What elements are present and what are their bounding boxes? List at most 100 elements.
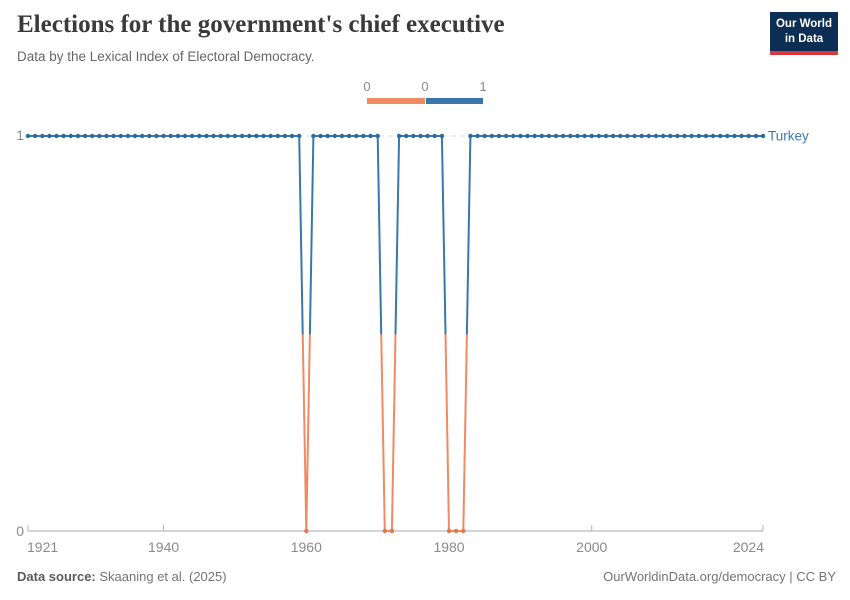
data-point-marker bbox=[753, 133, 759, 139]
data-point-marker bbox=[618, 133, 623, 139]
data-point-marker bbox=[682, 133, 687, 139]
data-point-marker bbox=[147, 133, 152, 139]
data-point-marker bbox=[254, 133, 259, 139]
data-point-marker bbox=[282, 133, 288, 139]
data-point-marker bbox=[553, 133, 559, 139]
y-axis-tick-label: 0 bbox=[16, 523, 24, 539]
data-point-marker bbox=[189, 133, 195, 139]
data-point-marker bbox=[696, 133, 701, 139]
logo-line-2: in Data bbox=[784, 32, 824, 45]
data-point-marker bbox=[297, 133, 302, 139]
data-point-marker bbox=[503, 133, 509, 139]
owid-logo[interactable]: Our World in Data bbox=[770, 12, 838, 55]
data-point-marker bbox=[603, 133, 609, 139]
data-point-marker bbox=[639, 133, 644, 139]
legend-label-max: 1 bbox=[479, 79, 487, 94]
data-point-marker bbox=[175, 133, 181, 139]
footer-license-link[interactable]: OurWorldinData.org/democracy | CC BY bbox=[603, 569, 836, 584]
data-point-marker bbox=[275, 133, 280, 139]
data-point-marker bbox=[675, 133, 680, 139]
data-point-marker bbox=[68, 133, 74, 139]
data-point-marker bbox=[318, 133, 323, 139]
data-point-marker bbox=[197, 133, 202, 139]
data-point-marker bbox=[339, 133, 345, 139]
data-point-marker bbox=[518, 133, 523, 139]
data-point-marker bbox=[325, 133, 330, 139]
data-point-marker bbox=[168, 133, 173, 139]
x-axis-tick-label: 1980 bbox=[433, 539, 464, 555]
data-point-marker bbox=[739, 133, 744, 139]
data-point-marker bbox=[332, 133, 337, 139]
data-point-marker bbox=[632, 133, 637, 139]
data-point-marker bbox=[354, 133, 359, 139]
data-point-marker bbox=[346, 133, 352, 139]
data-point-marker bbox=[482, 133, 487, 139]
data-point-marker bbox=[561, 133, 566, 139]
data-point-marker bbox=[90, 133, 95, 139]
data-point-marker bbox=[660, 133, 666, 139]
data-point-marker bbox=[546, 133, 552, 139]
data-point-marker bbox=[382, 528, 387, 534]
data-point-marker bbox=[40, 133, 45, 139]
data-point-marker bbox=[710, 133, 716, 139]
data-point-marker bbox=[539, 133, 544, 139]
data-point-marker bbox=[61, 133, 66, 139]
data-point-marker bbox=[425, 133, 430, 139]
data-point-marker bbox=[154, 133, 159, 139]
data-point-marker bbox=[760, 133, 766, 139]
x-axis-tick-label: 1921 bbox=[27, 539, 58, 555]
data-point-marker bbox=[225, 133, 230, 139]
legend-label-mid: 0 bbox=[421, 79, 429, 94]
data-point-marker bbox=[82, 133, 88, 139]
data-point-marker bbox=[239, 133, 245, 139]
data-point-marker bbox=[368, 133, 373, 139]
data-point-marker bbox=[725, 133, 730, 139]
data-point-marker bbox=[54, 133, 59, 139]
data-point-marker bbox=[461, 528, 466, 534]
data-point-marker bbox=[468, 133, 473, 139]
data-point-marker bbox=[118, 133, 124, 139]
data-point-marker bbox=[582, 133, 587, 139]
data-source-label: Data source: bbox=[17, 569, 96, 584]
data-point-marker bbox=[418, 133, 423, 139]
data-point-marker bbox=[610, 133, 616, 139]
legend-label-min: 0 bbox=[363, 79, 371, 94]
data-point-marker bbox=[718, 133, 723, 139]
x-axis-tick-label: 2024 bbox=[733, 539, 764, 555]
data-point-marker bbox=[532, 133, 537, 139]
data-point-marker bbox=[182, 133, 188, 139]
data-point-marker bbox=[653, 133, 659, 139]
data-point-marker bbox=[596, 133, 602, 139]
data-point-marker bbox=[311, 133, 316, 139]
data-point-marker bbox=[140, 133, 145, 139]
data-point-marker bbox=[454, 528, 459, 534]
data-point-marker bbox=[589, 133, 594, 139]
data-point-marker bbox=[268, 133, 273, 139]
data-point-marker bbox=[111, 133, 116, 139]
data-point-marker bbox=[404, 133, 409, 139]
data-point-marker bbox=[525, 133, 530, 139]
data-point-marker bbox=[232, 133, 238, 139]
x-axis-tick-label: 2000 bbox=[576, 539, 607, 555]
data-point-marker bbox=[261, 133, 266, 139]
data-point-marker bbox=[732, 133, 737, 139]
data-point-marker bbox=[646, 133, 651, 139]
data-point-marker bbox=[304, 528, 309, 534]
data-point-marker bbox=[668, 133, 673, 139]
data-point-marker bbox=[568, 133, 573, 139]
data-point-marker bbox=[47, 133, 52, 139]
legend-segment-1 bbox=[425, 98, 483, 104]
legend-segment-0 bbox=[367, 98, 425, 104]
data-point-marker bbox=[625, 133, 630, 139]
entity-label-turkey[interactable]: Turkey bbox=[768, 129, 809, 144]
data-point-marker bbox=[489, 133, 494, 139]
data-point-marker bbox=[361, 133, 366, 139]
data-point-marker bbox=[211, 133, 216, 139]
data-point-marker bbox=[125, 133, 131, 139]
data-point-marker bbox=[496, 133, 502, 139]
data-point-marker bbox=[575, 133, 580, 139]
data-point-marker bbox=[446, 528, 452, 534]
data-point-marker bbox=[389, 528, 395, 534]
